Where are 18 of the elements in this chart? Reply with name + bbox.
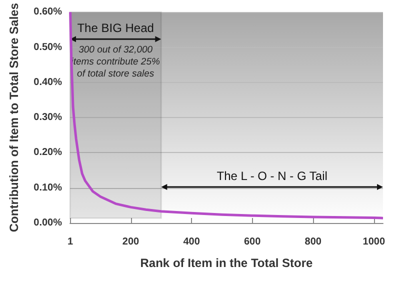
y-axis-title: Contribution of Item to Total Store Sales <box>7 2 21 232</box>
y-tick-label: 0.30% <box>34 112 62 124</box>
x-tick-label: 600 <box>244 236 262 248</box>
y-tick-label: 0.00% <box>34 218 62 228</box>
x-tick-label: 400 <box>183 236 200 248</box>
x-tick-label: 1 <box>68 236 74 248</box>
line-series <box>69 10 384 220</box>
y-tick-label: 0.60% <box>34 6 62 18</box>
x-tick-label: 1000 <box>362 236 386 248</box>
x-tick-label: 800 <box>304 236 322 248</box>
annotation: The BIG Head <box>77 21 154 36</box>
y-tick-label: 0.50% <box>34 42 62 53</box>
annotation: The L - O - N - G Tail <box>216 169 328 183</box>
y-tick-label: 0.40% <box>34 76 62 88</box>
y-tick-label: 0.10% <box>34 182 62 194</box>
x-tick-label: 200 <box>122 236 140 248</box>
x-axis-title: Rank of Item in the Total Store <box>140 256 314 270</box>
y-tick-label: 0.20% <box>34 147 62 158</box>
